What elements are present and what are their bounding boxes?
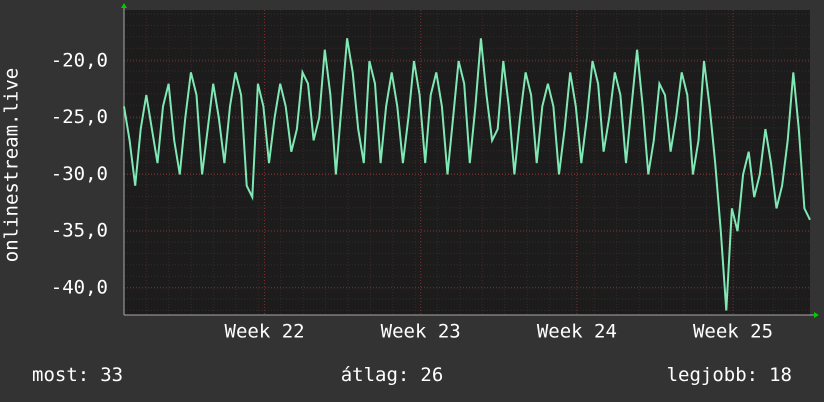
summary-value: 26: [420, 364, 443, 386]
y-axis-label: onlinestream.live: [1, 68, 23, 262]
y-tick-label: -25,0: [51, 106, 108, 128]
y-tick-label: -30,0: [51, 163, 108, 185]
y-tick-label: -40,0: [51, 276, 108, 298]
summary-label: átlag:: [341, 364, 410, 386]
summary: átlag: 26: [341, 364, 444, 386]
y-tick-label: -20,0: [51, 50, 108, 72]
arrow: [814, 312, 819, 318]
summary-label: most:: [32, 364, 89, 386]
x-tick-label: Week 24: [537, 321, 617, 343]
x-tick-label: Week 25: [693, 321, 773, 343]
summary-value: 33: [100, 364, 123, 386]
data-line: [123, 38, 811, 311]
y-tick-label: -35,0: [51, 220, 108, 242]
summary-value: 18: [769, 364, 792, 386]
arrow: [121, 3, 127, 8]
x-tick-label: Week 22: [225, 321, 305, 343]
summary: most: 33: [32, 364, 123, 386]
summary: legjobb: 18: [667, 364, 792, 386]
summary-label: legjobb:: [667, 364, 759, 386]
x-tick-label: Week 23: [381, 321, 461, 343]
